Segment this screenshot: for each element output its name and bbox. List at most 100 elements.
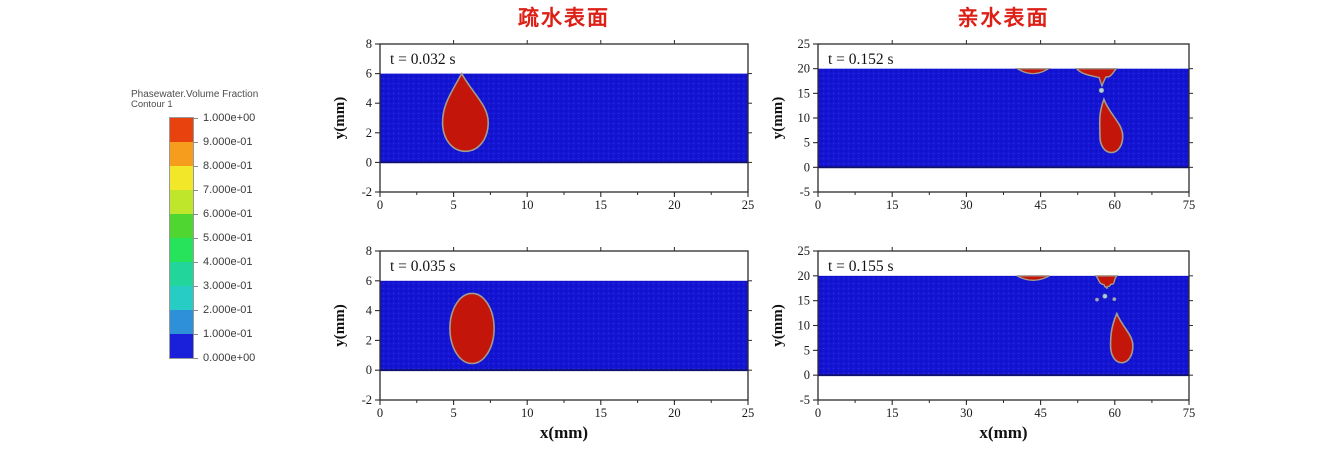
x-tick-label: 75 (1183, 406, 1196, 420)
x-tick-label: 0 (377, 406, 383, 420)
column-title-hydrophobic: 疏水表面 (518, 6, 610, 30)
y-tick-label: 2 (366, 126, 372, 140)
legend-subtitle: Contour 1 (131, 99, 173, 110)
y-tick-label: 0 (804, 160, 810, 174)
fluid-band (380, 280, 748, 371)
bubble-dot (1112, 297, 1117, 302)
x-tick-label: 75 (1183, 198, 1196, 212)
fluid-band (818, 68, 1189, 168)
x-tick-label: 15 (595, 406, 608, 420)
y-tick-label: 2 (366, 333, 372, 347)
x-tick-label: 20 (668, 406, 681, 420)
x-tick-label: 20 (668, 198, 681, 212)
x-tick-label: 30 (960, 406, 973, 420)
colorbar-tick-label: 1.000e-01 (203, 328, 253, 340)
axis-title-x: x(mm) (540, 423, 588, 442)
y-tick-label: -2 (362, 393, 372, 407)
x-tick-label: 0 (377, 198, 383, 212)
y-tick-label: 20 (798, 62, 811, 76)
fluid-band (380, 73, 748, 163)
colorbar-tick (193, 190, 198, 191)
colorbar (169, 117, 194, 359)
y-tick-label: 15 (798, 294, 811, 308)
colorbar-tick (193, 214, 198, 215)
y-tick-label: 25 (798, 244, 811, 258)
x-tick-label: 30 (960, 198, 973, 212)
axis-title-y: y(mm) (770, 97, 786, 139)
colorbar-tick (193, 142, 198, 143)
colorbar-segment (170, 286, 193, 310)
bubble-dot (1102, 293, 1108, 299)
colorbar-labels: 1.000e+00 9.000e-01 8.000e-01 7.000e-01 6.00… (193, 112, 287, 364)
colorbar-tick (193, 334, 198, 335)
y-tick-label: 8 (366, 244, 372, 258)
pendant-drop (1075, 67, 1118, 87)
colorbar-segment (170, 310, 193, 334)
time-annotation: t = 0.155 s (828, 258, 894, 275)
colorbar-tick-label: 1.000e+00 (203, 112, 256, 124)
water-film (1016, 275, 1050, 281)
colorbar-tick-label: 2.000e-01 (203, 304, 253, 316)
water-droplet (449, 292, 495, 365)
colorbar-segment (170, 166, 193, 190)
colorbar-tick-label: 3.000e-01 (203, 280, 253, 292)
colorbar-tick (193, 262, 198, 263)
time-annotation: t = 0.152 s (828, 51, 894, 68)
x-tick-label: 45 (1034, 198, 1047, 212)
colorbar-segment (170, 238, 193, 262)
x-tick-label: 60 (1109, 406, 1122, 420)
y-tick-label: 8 (366, 37, 372, 51)
x-tick-label: 0 (815, 198, 821, 212)
x-tick-label: 0 (815, 406, 821, 420)
time-annotation: t = 0.032 s (390, 51, 456, 68)
y-tick-label: 6 (366, 67, 372, 81)
plot-panel-hydrophilic-t2: 0 15 30 45 60 75 -5 0 5 10 15 20 25 t = 0.155 s y(mm) x… (770, 244, 1195, 442)
colorbar-tick-label: 4.000e-01 (203, 256, 253, 268)
y-tick-label: 20 (798, 269, 811, 283)
plot-panel-hydrophobic-t2: 0 5 10 15 20 25 -2 0 2 4 6 8 t = 0.035 s y(mm) x(mm) (332, 244, 754, 442)
water-droplet (1098, 96, 1124, 154)
time-annotation: t = 0.035 s (390, 258, 456, 275)
bubble-dot (1098, 87, 1105, 93)
colorbar-tick-label: 5.000e-01 (203, 232, 253, 244)
colorbar-tick-label: 0.000e+00 (203, 352, 256, 364)
y-tick-label: 10 (798, 319, 811, 333)
colorbar-tick-label: 8.000e-01 (203, 160, 253, 172)
y-tick-label: -5 (800, 185, 810, 199)
colorbar-segment (170, 214, 193, 238)
x-tick-label: 25 (742, 406, 755, 420)
water-droplet (1109, 311, 1134, 364)
x-tick-label: 15 (886, 406, 899, 420)
x-tick-label: 15 (595, 198, 608, 212)
colorbar-segment (170, 190, 193, 214)
x-tick-label: 15 (886, 198, 899, 212)
x-tick-label: 5 (450, 406, 456, 420)
y-tick-label: 25 (798, 37, 811, 51)
y-tick-label: 15 (798, 86, 811, 100)
axis-title-y: y(mm) (332, 97, 348, 139)
plot-panel-hydrophobic-t1: 0 5 10 15 20 25 -2 0 2 4 6 8 t = 0.032 s y(mm) (332, 37, 754, 212)
water-film (1015, 68, 1051, 75)
colorbar-tick (193, 166, 198, 167)
x-tick-label: 25 (742, 198, 755, 212)
colorbar-body: 1.000e+00 9.000e-01 8.000e-01 7.000e-01 6.00… (131, 112, 301, 364)
colorbar-tick-label: 7.000e-01 (203, 184, 253, 196)
x-tick-label: 10 (521, 198, 534, 212)
colorbar-segment (170, 334, 193, 358)
plot-panel-hydrophilic-t1: 0 15 30 45 60 75 -5 0 5 10 15 20 25 t = 0.152 s y(mm) (770, 37, 1195, 212)
colorbar-segment (170, 262, 193, 286)
y-tick-label: 5 (804, 343, 810, 357)
x-tick-label: 5 (450, 198, 456, 212)
y-tick-label: -5 (800, 393, 810, 407)
y-tick-label: 4 (366, 304, 373, 318)
colorbar-legend: Phasewater.Volume Fraction Contour 1 1.0… (131, 89, 311, 364)
colorbar-tick (193, 286, 198, 287)
y-tick-label: 6 (366, 274, 372, 288)
axis-title-y: y(mm) (332, 304, 348, 346)
colorbar-tick-label: 9.000e-01 (203, 136, 253, 148)
y-tick-label: 0 (366, 363, 372, 377)
colorbar-tick (193, 358, 198, 359)
legend-title: Phasewater.Volume Fraction (131, 89, 259, 100)
